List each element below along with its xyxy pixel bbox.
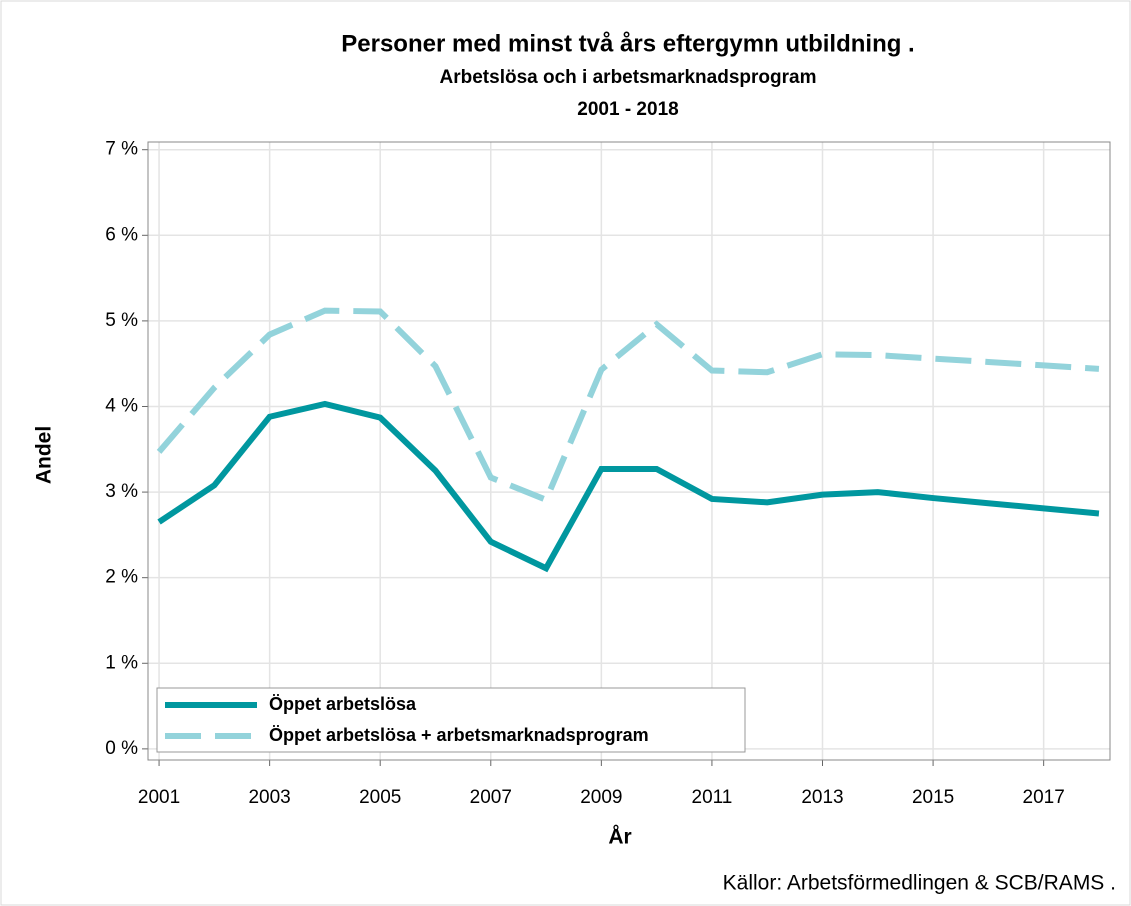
x-tick-label: 2009 (580, 787, 622, 808)
plot-area (148, 142, 1110, 760)
y-tick-label: 4 % (105, 396, 138, 417)
y-tick-label: 2 % (105, 567, 138, 588)
x-tick-label: 2003 (248, 787, 290, 808)
legend-box (156, 687, 746, 753)
x-tick-label: 2007 (470, 787, 512, 808)
x-axis-label: År (608, 825, 631, 849)
y-tick-label: 5 % (105, 310, 138, 331)
x-tick-label: 2001 (138, 787, 180, 808)
y-axis-label: Andel (33, 426, 56, 484)
legend-label: Öppet arbetslösa + arbetsmarknadsprogram (269, 725, 649, 745)
x-tick-label: 2011 (692, 787, 733, 808)
chart-subtitle: Arbetslösa och i arbetsmarknadsprogram (440, 67, 817, 88)
y-tick-label: 0 % (105, 738, 138, 759)
y-tick-label: 7 % (105, 139, 138, 160)
legend-label: Öppet arbetslösa (269, 694, 417, 714)
x-tick-label: 2013 (801, 787, 843, 808)
y-tick-label: 1 % (105, 652, 138, 673)
chart-subtitle: 2001 - 2018 (577, 99, 678, 120)
plot-border (147, 141, 1111, 761)
x-tick-label: 2015 (912, 787, 954, 808)
chart-title: Personer med minst två års eftergymn utb… (341, 30, 914, 57)
y-tick-label: 3 % (105, 481, 138, 502)
x-tick-label: 2017 (1023, 787, 1065, 808)
x-tick-label: 2005 (359, 787, 401, 808)
source: Källor: Arbetsförmedlingen & SCB/RAMS . (723, 872, 1116, 895)
y-tick-label: 6 % (105, 224, 138, 245)
line-series (156, 307, 1100, 504)
line-series (157, 400, 1100, 573)
